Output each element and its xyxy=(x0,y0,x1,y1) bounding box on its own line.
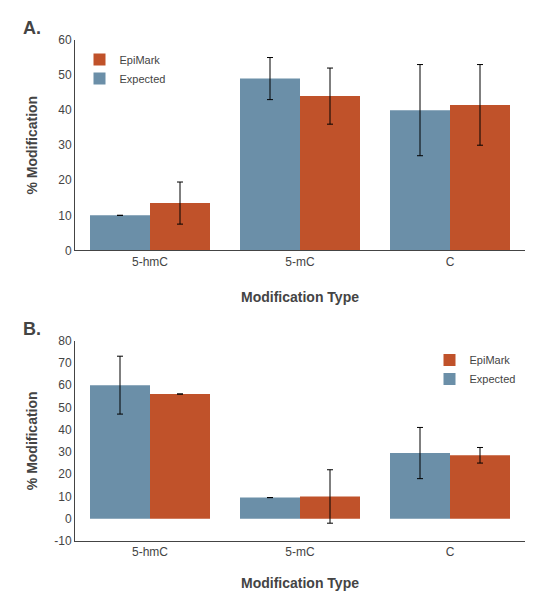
svg-text:0: 0 xyxy=(65,512,72,526)
svg-text:5-mC: 5-mC xyxy=(285,545,315,559)
svg-text:5-mC: 5-mC xyxy=(285,255,315,269)
svg-text:Expected: Expected xyxy=(470,373,516,385)
svg-text:% Modification: % Modification xyxy=(24,391,40,490)
svg-text:20: 20 xyxy=(58,173,72,187)
svg-text:50: 50 xyxy=(58,401,72,415)
svg-text:EpiMark: EpiMark xyxy=(120,54,161,66)
svg-text:40: 40 xyxy=(58,423,72,437)
svg-text:50: 50 xyxy=(58,68,72,82)
svg-text:Modification Type: Modification Type xyxy=(241,575,359,591)
svg-text:70: 70 xyxy=(58,356,72,370)
svg-text:30: 30 xyxy=(58,138,72,152)
svg-text:0: 0 xyxy=(65,244,72,258)
svg-text:% Modification: % Modification xyxy=(24,96,40,195)
svg-text:B.: B. xyxy=(23,319,41,339)
svg-text:5-hmC: 5-hmC xyxy=(132,255,168,269)
svg-text:C: C xyxy=(446,545,455,559)
svg-text:C: C xyxy=(446,255,455,269)
svg-text:60: 60 xyxy=(58,33,72,47)
svg-text:Modification Type: Modification Type xyxy=(241,289,359,305)
svg-text:80: 80 xyxy=(58,334,72,348)
svg-text:10: 10 xyxy=(58,209,72,223)
svg-text:5-hmC: 5-hmC xyxy=(132,545,168,559)
svg-text:EpiMark: EpiMark xyxy=(470,354,511,366)
svg-text:30: 30 xyxy=(58,445,72,459)
svg-text:A.: A. xyxy=(23,18,41,38)
svg-text:Expected: Expected xyxy=(120,73,166,85)
svg-text:40: 40 xyxy=(58,103,72,117)
svg-text:60: 60 xyxy=(58,378,72,392)
svg-text:10: 10 xyxy=(58,490,72,504)
svg-text:20: 20 xyxy=(58,467,72,481)
svg-text:-10: -10 xyxy=(54,534,72,548)
